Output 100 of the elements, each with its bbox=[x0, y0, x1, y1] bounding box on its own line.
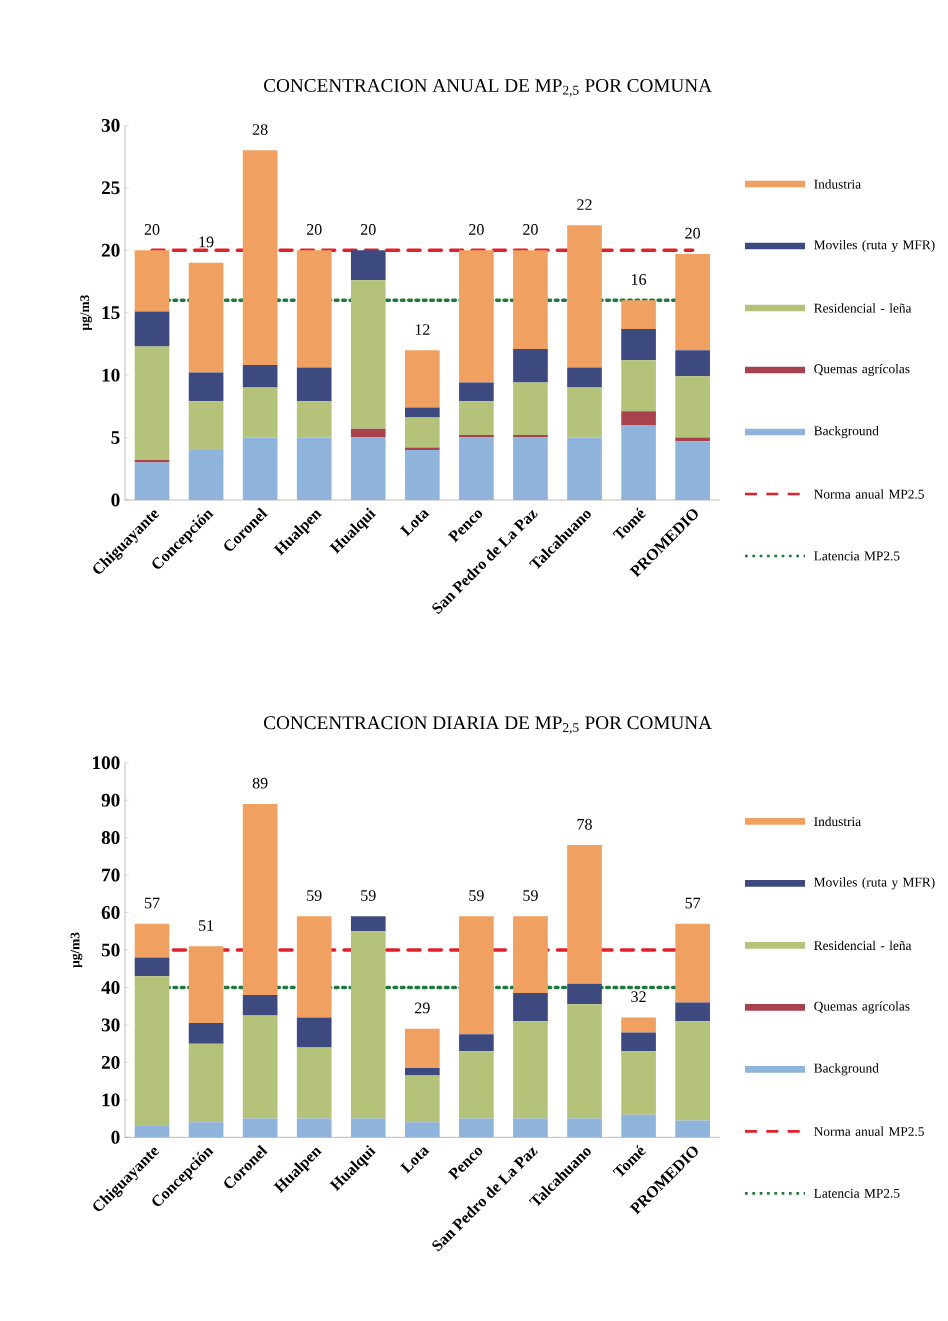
bar bbox=[350, 437, 386, 500]
bar bbox=[296, 1047, 332, 1119]
y-tick-label: 70 bbox=[102, 868, 120, 882]
bar bbox=[567, 983, 602, 1005]
total-label: 20 bbox=[469, 224, 484, 235]
bar bbox=[513, 382, 548, 436]
bar bbox=[459, 437, 494, 500]
legend-label: Moviles (ruta y MFR) bbox=[814, 239, 935, 253]
legend-label: Norma anual MP2.5 bbox=[814, 1126, 924, 1137]
y-tick-label: 40 bbox=[101, 980, 120, 994]
total-label: 89 bbox=[252, 777, 268, 789]
total-label: 20 bbox=[523, 224, 538, 235]
y-tick-label: 60 bbox=[101, 906, 120, 920]
total-label: 28 bbox=[252, 124, 268, 135]
total-label: 59 bbox=[361, 890, 376, 901]
bar bbox=[296, 401, 332, 438]
bar bbox=[296, 916, 332, 1018]
bar bbox=[188, 1043, 224, 1123]
bar bbox=[567, 1118, 602, 1138]
total-label: 57 bbox=[144, 897, 160, 909]
bar bbox=[621, 1114, 656, 1138]
bar bbox=[405, 450, 440, 500]
legend-label: Quemas agrícolas bbox=[814, 363, 910, 377]
bar bbox=[513, 250, 548, 349]
total-label: 20 bbox=[360, 224, 376, 235]
bar bbox=[621, 360, 656, 412]
y-tick-label: 10 bbox=[102, 368, 120, 382]
bar bbox=[513, 1118, 548, 1138]
bar bbox=[621, 328, 656, 361]
legend-label: Industria bbox=[814, 179, 861, 189]
bar bbox=[134, 311, 170, 347]
bar bbox=[567, 1004, 602, 1119]
legend-label: Background bbox=[814, 425, 879, 439]
bar bbox=[675, 376, 710, 438]
y-tick-label: 100 bbox=[93, 756, 120, 770]
bar bbox=[242, 1015, 278, 1119]
y-tick-label: 80 bbox=[101, 831, 120, 845]
total-label: 78 bbox=[577, 818, 592, 830]
y-axis-title: µg/m3 bbox=[80, 295, 92, 331]
y-tick-label: 5 bbox=[111, 431, 120, 444]
y-tick-label: 30 bbox=[101, 1018, 120, 1032]
legend-label: Residencial - leña bbox=[814, 940, 912, 951]
bar bbox=[296, 367, 332, 402]
bar bbox=[405, 417, 440, 448]
y-tick-label: 25 bbox=[101, 181, 120, 195]
bar bbox=[134, 957, 170, 977]
bar bbox=[188, 450, 224, 500]
bar bbox=[567, 387, 602, 438]
bar bbox=[350, 428, 386, 438]
total-label: 29 bbox=[415, 1002, 430, 1014]
bar bbox=[513, 435, 548, 438]
bar bbox=[459, 250, 494, 383]
legend-label: Residencial - leña bbox=[814, 303, 912, 313]
bar bbox=[134, 460, 170, 463]
bar bbox=[675, 1021, 710, 1121]
bar bbox=[188, 401, 224, 451]
bar bbox=[134, 976, 170, 1127]
bar bbox=[242, 387, 278, 438]
bar bbox=[134, 346, 170, 461]
total-label: 20 bbox=[685, 227, 701, 239]
y-tick-label: 10 bbox=[102, 1093, 120, 1107]
bar bbox=[242, 437, 278, 500]
bar bbox=[621, 411, 656, 426]
total-label: 20 bbox=[306, 224, 322, 235]
y-axis-title: µg/m3 bbox=[70, 932, 83, 968]
total-label: 59 bbox=[307, 890, 322, 901]
bar bbox=[621, 425, 656, 500]
y-tick-label: 0 bbox=[111, 493, 120, 507]
total-label: 32 bbox=[631, 991, 646, 1003]
bar bbox=[405, 1075, 440, 1123]
bar bbox=[459, 382, 494, 402]
bar bbox=[242, 150, 278, 366]
bar bbox=[350, 931, 386, 1119]
bar bbox=[188, 1023, 224, 1044]
chart-title: CONCENTRACION ANUAL DE MP$_{2,5}$ POR COMUNA bbox=[264, 78, 712, 97]
legend-label: Norma anual MP2.5 bbox=[814, 489, 924, 499]
bar bbox=[134, 462, 170, 500]
bar bbox=[675, 350, 710, 377]
y-tick-label: 30 bbox=[101, 118, 120, 132]
bar bbox=[621, 1017, 656, 1033]
bar bbox=[242, 803, 278, 995]
bar bbox=[296, 437, 332, 500]
bar bbox=[134, 923, 170, 958]
bar bbox=[242, 994, 278, 1016]
bar bbox=[567, 845, 602, 984]
bar bbox=[350, 1118, 386, 1138]
total-label: 16 bbox=[631, 274, 647, 285]
bar bbox=[188, 262, 224, 373]
bar bbox=[621, 1051, 656, 1115]
chart-title: CONCENTRACION DIARIA DE MP$_{2,5}$ POR COMUNA bbox=[264, 716, 712, 734]
bar bbox=[134, 250, 170, 312]
bar bbox=[459, 1034, 494, 1052]
y-tick-label: 50 bbox=[101, 943, 120, 957]
bar bbox=[567, 367, 602, 388]
legend-label: Moviles (ruta y MFR) bbox=[814, 877, 935, 890]
bar bbox=[459, 1118, 494, 1138]
bar bbox=[513, 916, 548, 994]
bar bbox=[567, 437, 602, 500]
total-label: 57 bbox=[685, 897, 701, 909]
bar bbox=[675, 253, 710, 351]
